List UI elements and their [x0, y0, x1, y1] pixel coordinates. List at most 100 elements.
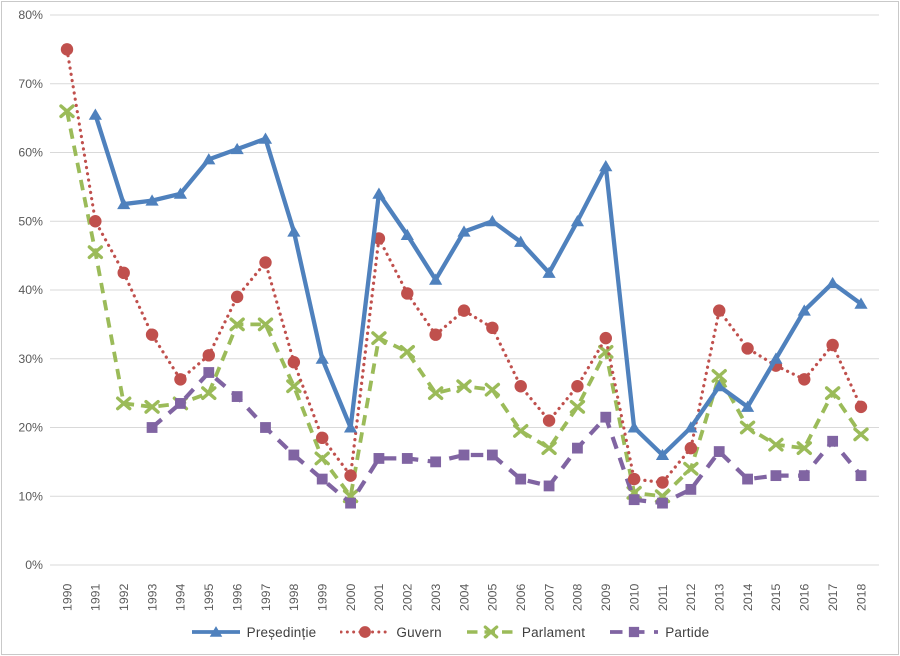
marker-square — [458, 449, 470, 461]
marker-triangle — [230, 142, 244, 155]
marker-x — [371, 331, 387, 346]
marker-square — [401, 453, 413, 464]
y-axis-tick-label: 70% — [18, 77, 43, 91]
x-axis-tick-label: 2006 — [514, 583, 528, 611]
marker-circle — [344, 469, 357, 482]
marker-circle — [316, 431, 329, 445]
marker-square — [855, 470, 867, 482]
marker-square — [203, 367, 215, 378]
marker-circle — [89, 215, 102, 228]
y-axis-tick-label: 40% — [18, 283, 43, 297]
legend-label-parlament: Parlament — [521, 624, 586, 640]
marker-triangle — [542, 266, 556, 278]
marker-x — [257, 317, 274, 332]
marker-square — [657, 497, 668, 509]
x-axis-tick-label: 1997 — [259, 583, 273, 611]
series-presedintie — [88, 108, 868, 460]
x-axis-tick-label: 2007 — [542, 583, 556, 611]
marker-square — [798, 470, 810, 482]
x-axis-tick-label: 2008 — [571, 583, 585, 611]
marker-square — [685, 483, 697, 495]
marker-x — [768, 437, 784, 452]
marker-circle — [401, 287, 414, 300]
marker-triangle — [287, 225, 301, 237]
y-axis-tick-label: 50% — [18, 214, 43, 228]
x-axis-tick-label: 2001 — [372, 583, 386, 611]
marker-square — [543, 480, 555, 492]
legend-item-parlament: Parlament — [466, 624, 585, 640]
marker-square — [146, 422, 158, 433]
marker-circle — [145, 328, 159, 341]
x-axis-tick-label: 2004 — [457, 583, 471, 611]
marker-triangle — [769, 352, 783, 364]
x-axis-tick-label: 1992 — [117, 583, 131, 611]
marker-circle — [174, 373, 187, 386]
marker-square — [373, 453, 385, 464]
marker-triangle — [315, 352, 329, 364]
marker-x — [87, 245, 104, 260]
marker-triangle — [514, 235, 528, 247]
x-axis-tick-label: 2000 — [344, 583, 358, 611]
y-axis-tick-label: 10% — [18, 489, 43, 503]
x-axis-tick-label: 2003 — [429, 583, 443, 611]
marker-x — [144, 399, 160, 414]
marker-circle — [741, 342, 754, 355]
legend-swatch-presedintie — [191, 626, 240, 637]
marker-square — [231, 391, 243, 402]
x-axis-tick-label: 2005 — [486, 583, 500, 611]
legend-label-presedintie: Președinție — [246, 624, 317, 640]
marker-triangle — [797, 304, 811, 316]
marker-circle — [656, 476, 669, 489]
y-axis-tick-label: 80% — [18, 8, 43, 22]
marker-x — [598, 344, 614, 359]
marker-triangle — [457, 225, 471, 237]
legend-swatch-partide — [610, 626, 659, 638]
marker-square — [175, 398, 186, 409]
marker-circle — [117, 266, 130, 280]
marker-circle — [429, 328, 442, 341]
x-axis-tick-label: 1996 — [230, 583, 244, 611]
chart-legend: Președinție Guvern Parlament Partide — [2, 622, 898, 642]
marker-triangle — [570, 215, 585, 227]
x-axis-tick-label: 2015 — [769, 583, 783, 611]
marker-triangle — [372, 187, 386, 199]
marker-triangle — [117, 197, 131, 210]
marker-triangle — [854, 297, 868, 309]
marker-triangle — [826, 276, 840, 289]
series-parlament — [59, 104, 869, 504]
x-axis-tick-label: 2009 — [599, 583, 613, 611]
marker-square — [713, 446, 725, 457]
x-axis-tick-label: 2018 — [854, 583, 868, 611]
legend-item-guvern: Guvern — [340, 624, 442, 640]
marker-square — [260, 422, 271, 433]
marker-x — [286, 379, 302, 394]
marker-triangle — [740, 400, 755, 412]
marker-triangle — [258, 132, 273, 144]
series-line-parlament — [65, 110, 863, 499]
marker-x — [427, 386, 444, 401]
y-axis-tick-label: 30% — [18, 352, 43, 366]
marker-circle — [798, 373, 811, 386]
marker-circle — [259, 256, 272, 269]
marker-triangle — [599, 160, 613, 172]
marker-triangle — [400, 228, 414, 240]
marker-square — [600, 411, 612, 423]
marker-circle — [230, 290, 244, 304]
marker-triangle — [343, 421, 358, 433]
marker-circle — [826, 338, 839, 352]
legend-label-partide: Partide — [665, 624, 710, 640]
marker-x — [399, 344, 415, 359]
marker-triangle — [145, 194, 159, 206]
legend-swatch-parlament — [466, 625, 515, 639]
marker-square — [486, 449, 498, 461]
x-axis-tick-label: 1991 — [89, 583, 103, 611]
x-axis-tick-label: 1998 — [287, 583, 301, 611]
marker-triangle — [88, 108, 102, 120]
marker-x — [456, 379, 472, 394]
marker-circle — [684, 441, 698, 455]
marker-x — [59, 104, 75, 119]
marker-square — [345, 497, 356, 509]
x-axis-tick-label: 1990 — [60, 583, 74, 611]
x-axis-tick-label: 2011 — [656, 584, 670, 611]
marker-square — [430, 456, 442, 468]
